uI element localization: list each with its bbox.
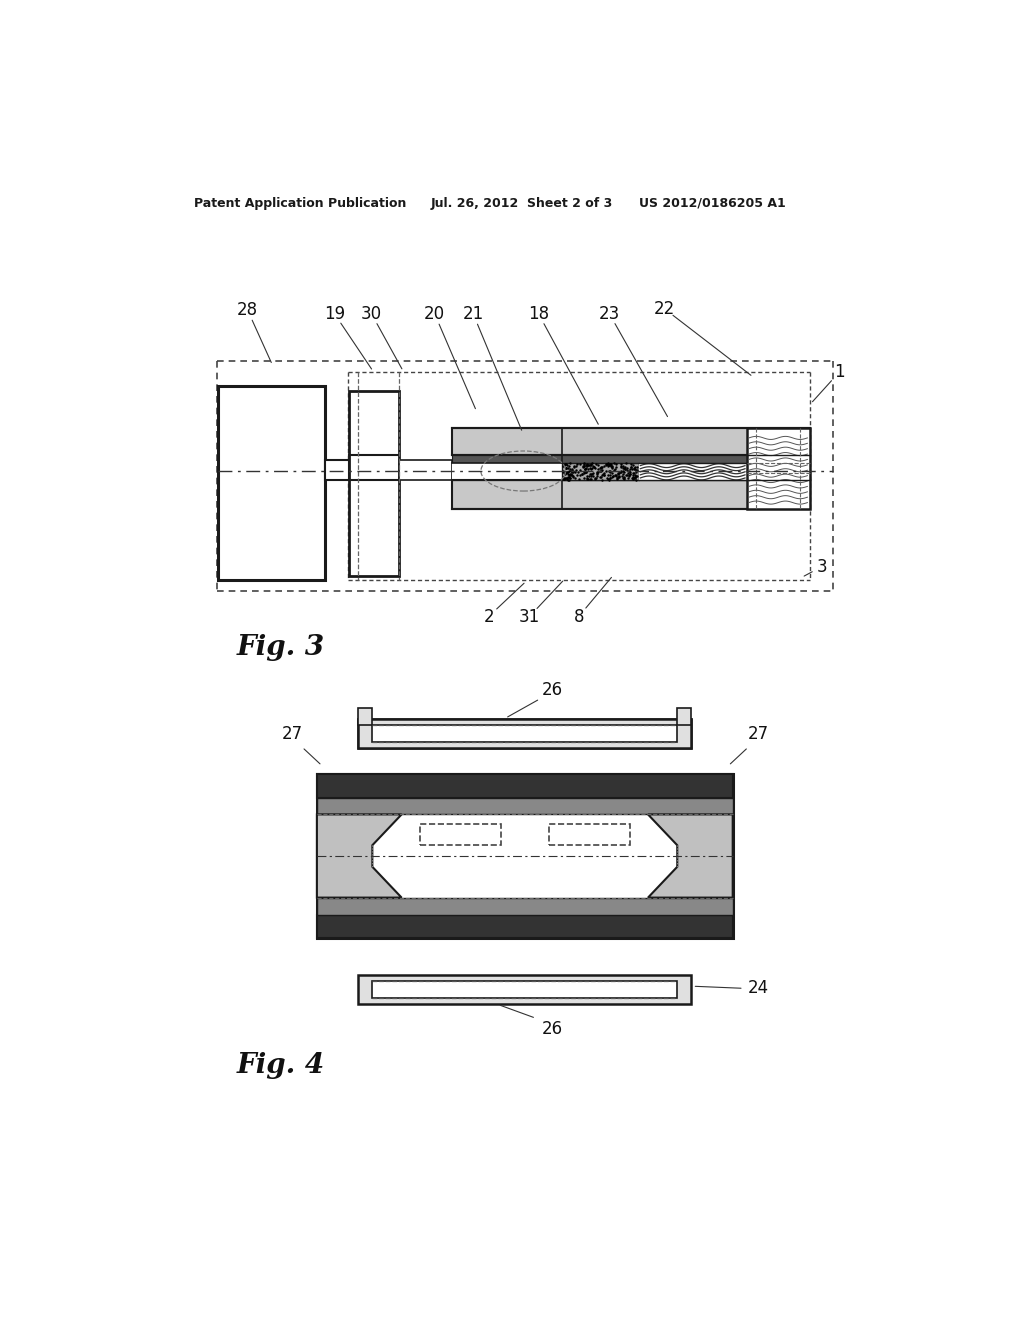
Text: 8: 8 [573, 607, 584, 626]
Bar [357, 974, 691, 1003]
Text: 27: 27 [282, 726, 303, 743]
Bar [217, 387, 325, 581]
Bar [316, 915, 733, 937]
Bar [420, 824, 501, 845]
Text: 27: 27 [748, 726, 769, 743]
Bar [316, 775, 733, 937]
Bar [357, 719, 691, 748]
Text: 19: 19 [324, 305, 345, 323]
Bar [349, 391, 398, 576]
Bar [453, 455, 810, 462]
Text: 20: 20 [424, 305, 445, 323]
Text: Fig. 3: Fig. 3 [237, 634, 325, 661]
Bar [453, 462, 810, 480]
Text: 2: 2 [483, 607, 494, 626]
Bar [357, 719, 691, 748]
Bar [316, 898, 733, 915]
Text: 1: 1 [834, 363, 844, 381]
Bar [316, 797, 733, 814]
Text: 26: 26 [542, 1019, 563, 1038]
Text: US 2012/0186205 A1: US 2012/0186205 A1 [639, 197, 785, 210]
Bar [316, 775, 733, 797]
Bar [372, 725, 677, 742]
Text: Jul. 26, 2012  Sheet 2 of 3: Jul. 26, 2012 Sheet 2 of 3 [431, 197, 613, 210]
Text: 18: 18 [528, 305, 549, 323]
Bar [677, 708, 691, 725]
Text: 22: 22 [653, 300, 675, 318]
Polygon shape [648, 814, 733, 898]
Bar [746, 428, 810, 508]
Text: 23: 23 [599, 305, 621, 323]
Bar [453, 462, 810, 480]
Text: 28: 28 [237, 301, 258, 319]
Bar [549, 824, 630, 845]
Bar [453, 480, 810, 508]
Text: 30: 30 [361, 305, 382, 323]
Text: 26: 26 [542, 681, 563, 698]
Text: Patent Application Publication: Patent Application Publication [194, 197, 407, 210]
Text: 31: 31 [519, 607, 540, 626]
Text: 21: 21 [463, 305, 483, 323]
Bar [325, 461, 349, 480]
Bar [357, 708, 372, 725]
Bar [639, 462, 746, 480]
Bar [372, 981, 677, 998]
Bar [562, 462, 639, 480]
Bar [453, 473, 810, 480]
Text: 24: 24 [748, 979, 769, 998]
Text: 3: 3 [817, 557, 827, 576]
Text: Fig. 4: Fig. 4 [237, 1052, 325, 1078]
Bar [398, 461, 453, 480]
Bar [453, 428, 810, 455]
Polygon shape [316, 814, 401, 898]
